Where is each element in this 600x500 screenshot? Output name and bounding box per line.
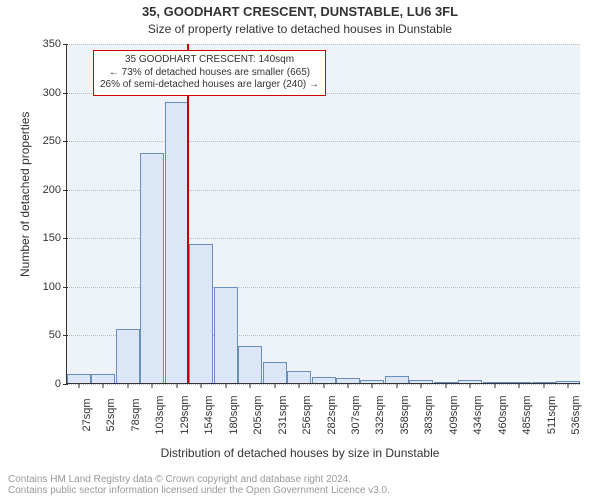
x-tick-label: 536sqm: [568, 395, 582, 434]
x-tick-mark: [151, 383, 152, 388]
histogram-bar: [116, 329, 140, 383]
y-tick-label: 250: [43, 135, 67, 147]
histogram-bar: [238, 346, 262, 383]
x-tick-label: 27sqm: [79, 398, 93, 431]
histogram-bar: [263, 362, 287, 383]
y-tick-label: 0: [55, 378, 67, 390]
x-tick-label: 409sqm: [446, 395, 460, 434]
x-tick-label: 358sqm: [397, 395, 411, 434]
x-tick-mark: [102, 383, 103, 388]
footer-attribution: Contains HM Land Registry data © Crown c…: [8, 474, 390, 496]
y-axis-label: Number of detached properties: [18, 112, 32, 277]
x-tick-mark: [323, 383, 324, 388]
footer-line1: Contains HM Land Registry data © Crown c…: [8, 474, 390, 485]
x-tick-mark: [371, 383, 372, 388]
y-tick-label: 350: [43, 38, 67, 50]
annotation-line3: 26% of semi-detached houses are larger (…: [100, 79, 319, 92]
plot-area: 35 GOODHART CRESCENT: 140sqm ← 73% of de…: [66, 44, 580, 384]
x-tick-mark: [543, 383, 544, 388]
x-tick-mark: [518, 383, 519, 388]
x-tick-mark: [396, 383, 397, 388]
x-tick-label: 103sqm: [152, 395, 166, 434]
x-tick-label: 282sqm: [324, 395, 338, 434]
x-tick-label: 307sqm: [348, 395, 362, 434]
x-tick-label: 231sqm: [275, 395, 289, 434]
x-tick-mark: [445, 383, 446, 388]
x-axis-label: Distribution of detached houses by size …: [0, 446, 600, 460]
y-tick-label: 100: [43, 281, 67, 293]
x-tick-mark: [347, 383, 348, 388]
histogram-bar: [385, 376, 409, 383]
x-tick-mark: [225, 383, 226, 388]
x-tick-mark: [176, 383, 177, 388]
x-tick-label: 129sqm: [177, 395, 191, 434]
histogram-bar: [189, 244, 213, 383]
x-tick-label: 383sqm: [421, 395, 435, 434]
x-tick-mark: [298, 383, 299, 388]
histogram-bar: [67, 374, 91, 383]
x-tick-label: 52sqm: [103, 398, 117, 431]
annotation-line2: ← 73% of detached houses are smaller (66…: [100, 67, 319, 80]
grid-line: [67, 44, 580, 45]
x-tick-mark: [469, 383, 470, 388]
x-tick-label: 511sqm: [544, 396, 558, 434]
y-tick-label: 150: [43, 232, 67, 244]
x-tick-label: 434sqm: [470, 395, 484, 434]
y-tick-label: 200: [43, 184, 67, 196]
x-tick-label: 460sqm: [495, 395, 509, 434]
x-tick-label: 78sqm: [128, 398, 142, 431]
x-tick-label: 485sqm: [519, 395, 533, 434]
annotation-line1: 35 GOODHART CRESCENT: 140sqm: [100, 54, 319, 67]
histogram-bar: [287, 371, 311, 383]
histogram-bar: [214, 287, 238, 383]
x-tick-label: 154sqm: [201, 395, 215, 434]
x-tick-mark: [494, 383, 495, 388]
footer-line2: Contains public sector information licen…: [8, 485, 390, 496]
x-tick-label: 332sqm: [372, 395, 386, 434]
grid-line: [67, 141, 580, 142]
histogram-bar: [140, 153, 164, 383]
chart-title: 35, GOODHART CRESCENT, DUNSTABLE, LU6 3F…: [0, 4, 600, 19]
x-tick-mark: [420, 383, 421, 388]
histogram-bar: [91, 374, 115, 383]
x-tick-mark: [274, 383, 275, 388]
x-tick-mark: [127, 383, 128, 388]
x-tick-label: 205sqm: [250, 395, 264, 434]
annotation-box: 35 GOODHART CRESCENT: 140sqm ← 73% of de…: [93, 50, 326, 96]
x-tick-mark: [567, 383, 568, 388]
x-tick-mark: [200, 383, 201, 388]
x-tick-label: 180sqm: [226, 395, 240, 434]
y-tick-label: 300: [43, 87, 67, 99]
chart-subtitle: Size of property relative to detached ho…: [0, 22, 600, 36]
y-tick-label: 50: [49, 329, 67, 341]
x-tick-mark: [78, 383, 79, 388]
x-tick-mark: [249, 383, 250, 388]
histogram-bar: [165, 102, 189, 383]
x-tick-label: 256sqm: [299, 395, 313, 434]
